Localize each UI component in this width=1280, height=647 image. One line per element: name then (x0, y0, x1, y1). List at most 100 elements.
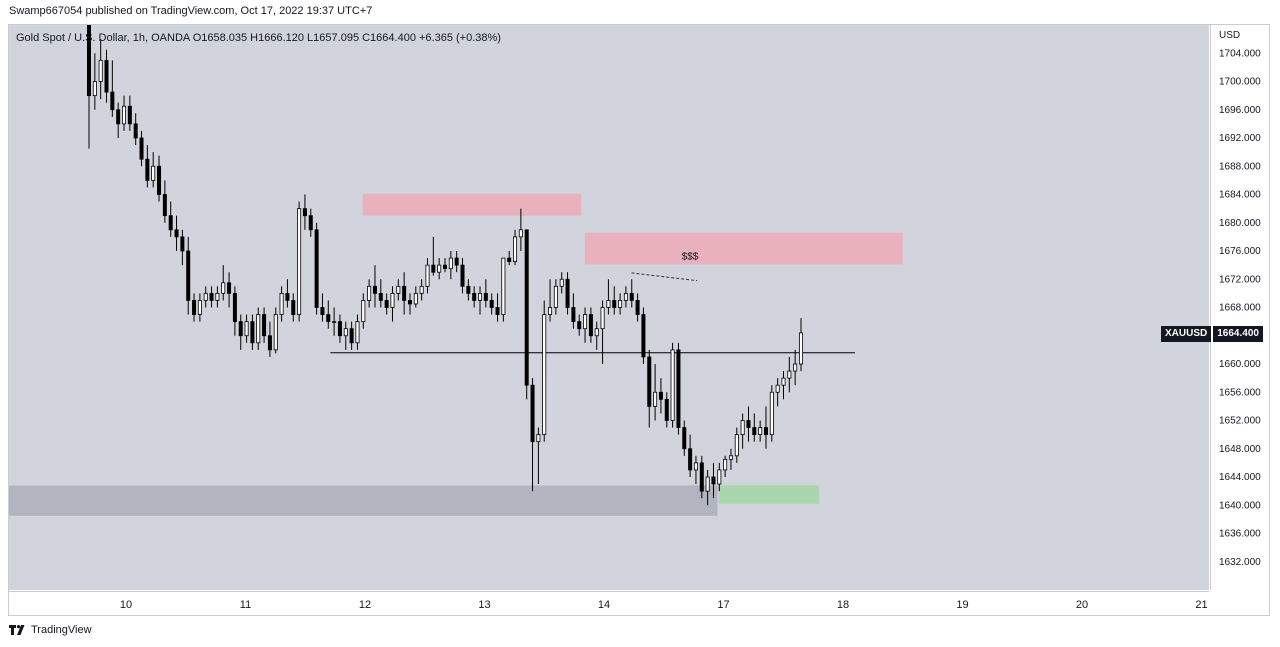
candle-up (244, 321, 249, 337)
candle-up (705, 476, 710, 492)
candle-up (542, 314, 547, 436)
candle-up (355, 321, 360, 344)
candle-down (104, 59, 109, 93)
candle-down (145, 158, 150, 181)
publisher-header: Swamp667054 published on TradingView.com… (9, 5, 373, 17)
price-tick-label: 1652.000 (1219, 416, 1261, 427)
candle-up (559, 278, 564, 287)
candle-down (384, 300, 389, 308)
candle-up (122, 105, 127, 125)
candle-down (641, 314, 646, 358)
candle-up (518, 229, 523, 238)
candle-up (478, 292, 483, 301)
candle-up (419, 285, 424, 294)
candle-down (472, 292, 477, 301)
price-tick-label: 1672.000 (1219, 274, 1261, 285)
candle-up (361, 300, 366, 323)
candle-down (168, 215, 173, 231)
candle-down (588, 314, 593, 337)
candle-up (297, 208, 302, 315)
tradingview-logo-icon (9, 625, 25, 635)
candle-up (437, 264, 442, 273)
supply-zone-2 (584, 232, 903, 265)
candle-down (711, 476, 716, 485)
candle-up (343, 328, 348, 337)
time-tick-label: 20 (1076, 599, 1088, 611)
candle-down (174, 229, 179, 238)
price-tick-label: 1684.000 (1219, 190, 1261, 201)
time-tick-label: 18 (837, 599, 849, 611)
candle-down (565, 278, 570, 308)
candle-down (402, 285, 407, 301)
candle-up (670, 349, 675, 421)
time-axis[interactable]: 10 11 12 13 14 17 18 19 20 21 (9, 591, 1209, 615)
candle-down (86, 25, 92, 97)
candle-down (489, 300, 494, 308)
demand-zone-big (9, 485, 718, 516)
candle-down (302, 208, 307, 217)
candle-down (192, 300, 197, 315)
time-tick-label: 17 (717, 599, 729, 611)
candle-down (186, 250, 191, 301)
candle-up (693, 462, 698, 471)
demand-zone-small (718, 485, 820, 504)
candle-down (337, 321, 342, 337)
candle-down (116, 109, 121, 125)
liquidity-line (631, 272, 698, 282)
chart-plot-area[interactable]: $$$ (9, 25, 1209, 590)
candle-down (442, 264, 448, 270)
candle-up (221, 282, 226, 294)
currency-label: USD (1219, 30, 1240, 41)
candle-down (431, 264, 436, 273)
candle-up (781, 377, 786, 386)
candle-down (746, 420, 751, 428)
candle-down (763, 427, 768, 436)
time-tick-label: 11 (240, 599, 251, 611)
last-price-tag: XAUUSD 1664.400 (1161, 326, 1263, 342)
time-tick-label: 21 (1195, 599, 1207, 611)
symbol-legend: Gold Spot / U.S. Dollar, 1h, OANDA O1658… (16, 32, 501, 44)
candle-up (279, 292, 284, 315)
candle-up (390, 292, 395, 308)
tradingview-footer[interactable]: TradingView (9, 624, 92, 636)
candle-down (495, 307, 500, 315)
candle-up (367, 285, 372, 301)
time-tick-label: 10 (120, 599, 132, 611)
tradingview-brand: TradingView (31, 624, 92, 636)
candle-down (227, 282, 232, 294)
candle-down (507, 257, 512, 262)
candle-down (326, 314, 331, 323)
candle-up (717, 469, 722, 485)
candle-up (600, 307, 605, 330)
symbol-tag-label: XAUUSD (1161, 326, 1212, 342)
candle-up (553, 285, 558, 308)
candle-down (372, 285, 377, 294)
time-tick-label: 12 (359, 599, 371, 611)
candle-down (407, 300, 412, 305)
candle-down (629, 292, 634, 301)
candle-down (139, 137, 144, 160)
candle-up (215, 292, 220, 301)
price-tag-value: 1664.400 (1213, 326, 1263, 342)
candle-up (734, 434, 739, 457)
candle-up (740, 420, 745, 436)
candle-down (688, 448, 693, 471)
candle-down (133, 123, 138, 139)
candle-up (618, 300, 623, 308)
candle-down (647, 356, 652, 407)
candle-down (127, 105, 132, 125)
candle-up (787, 370, 792, 379)
candle-down (262, 314, 267, 337)
price-axis[interactable]: USD 1704.000 1700.000 1696.000 1692.000 1688.… (1210, 25, 1269, 590)
candle-up (594, 328, 599, 337)
candle-up (448, 257, 453, 270)
candle-up (413, 292, 418, 305)
candle-up (606, 300, 611, 308)
price-tick-label: 1656.000 (1219, 387, 1261, 398)
candle-down (658, 391, 663, 400)
candle-up (92, 81, 97, 97)
price-chart-svg[interactable]: $$$ (9, 25, 1209, 590)
candle-up (501, 257, 506, 315)
candle-up (583, 314, 588, 330)
candle-down (349, 328, 354, 344)
